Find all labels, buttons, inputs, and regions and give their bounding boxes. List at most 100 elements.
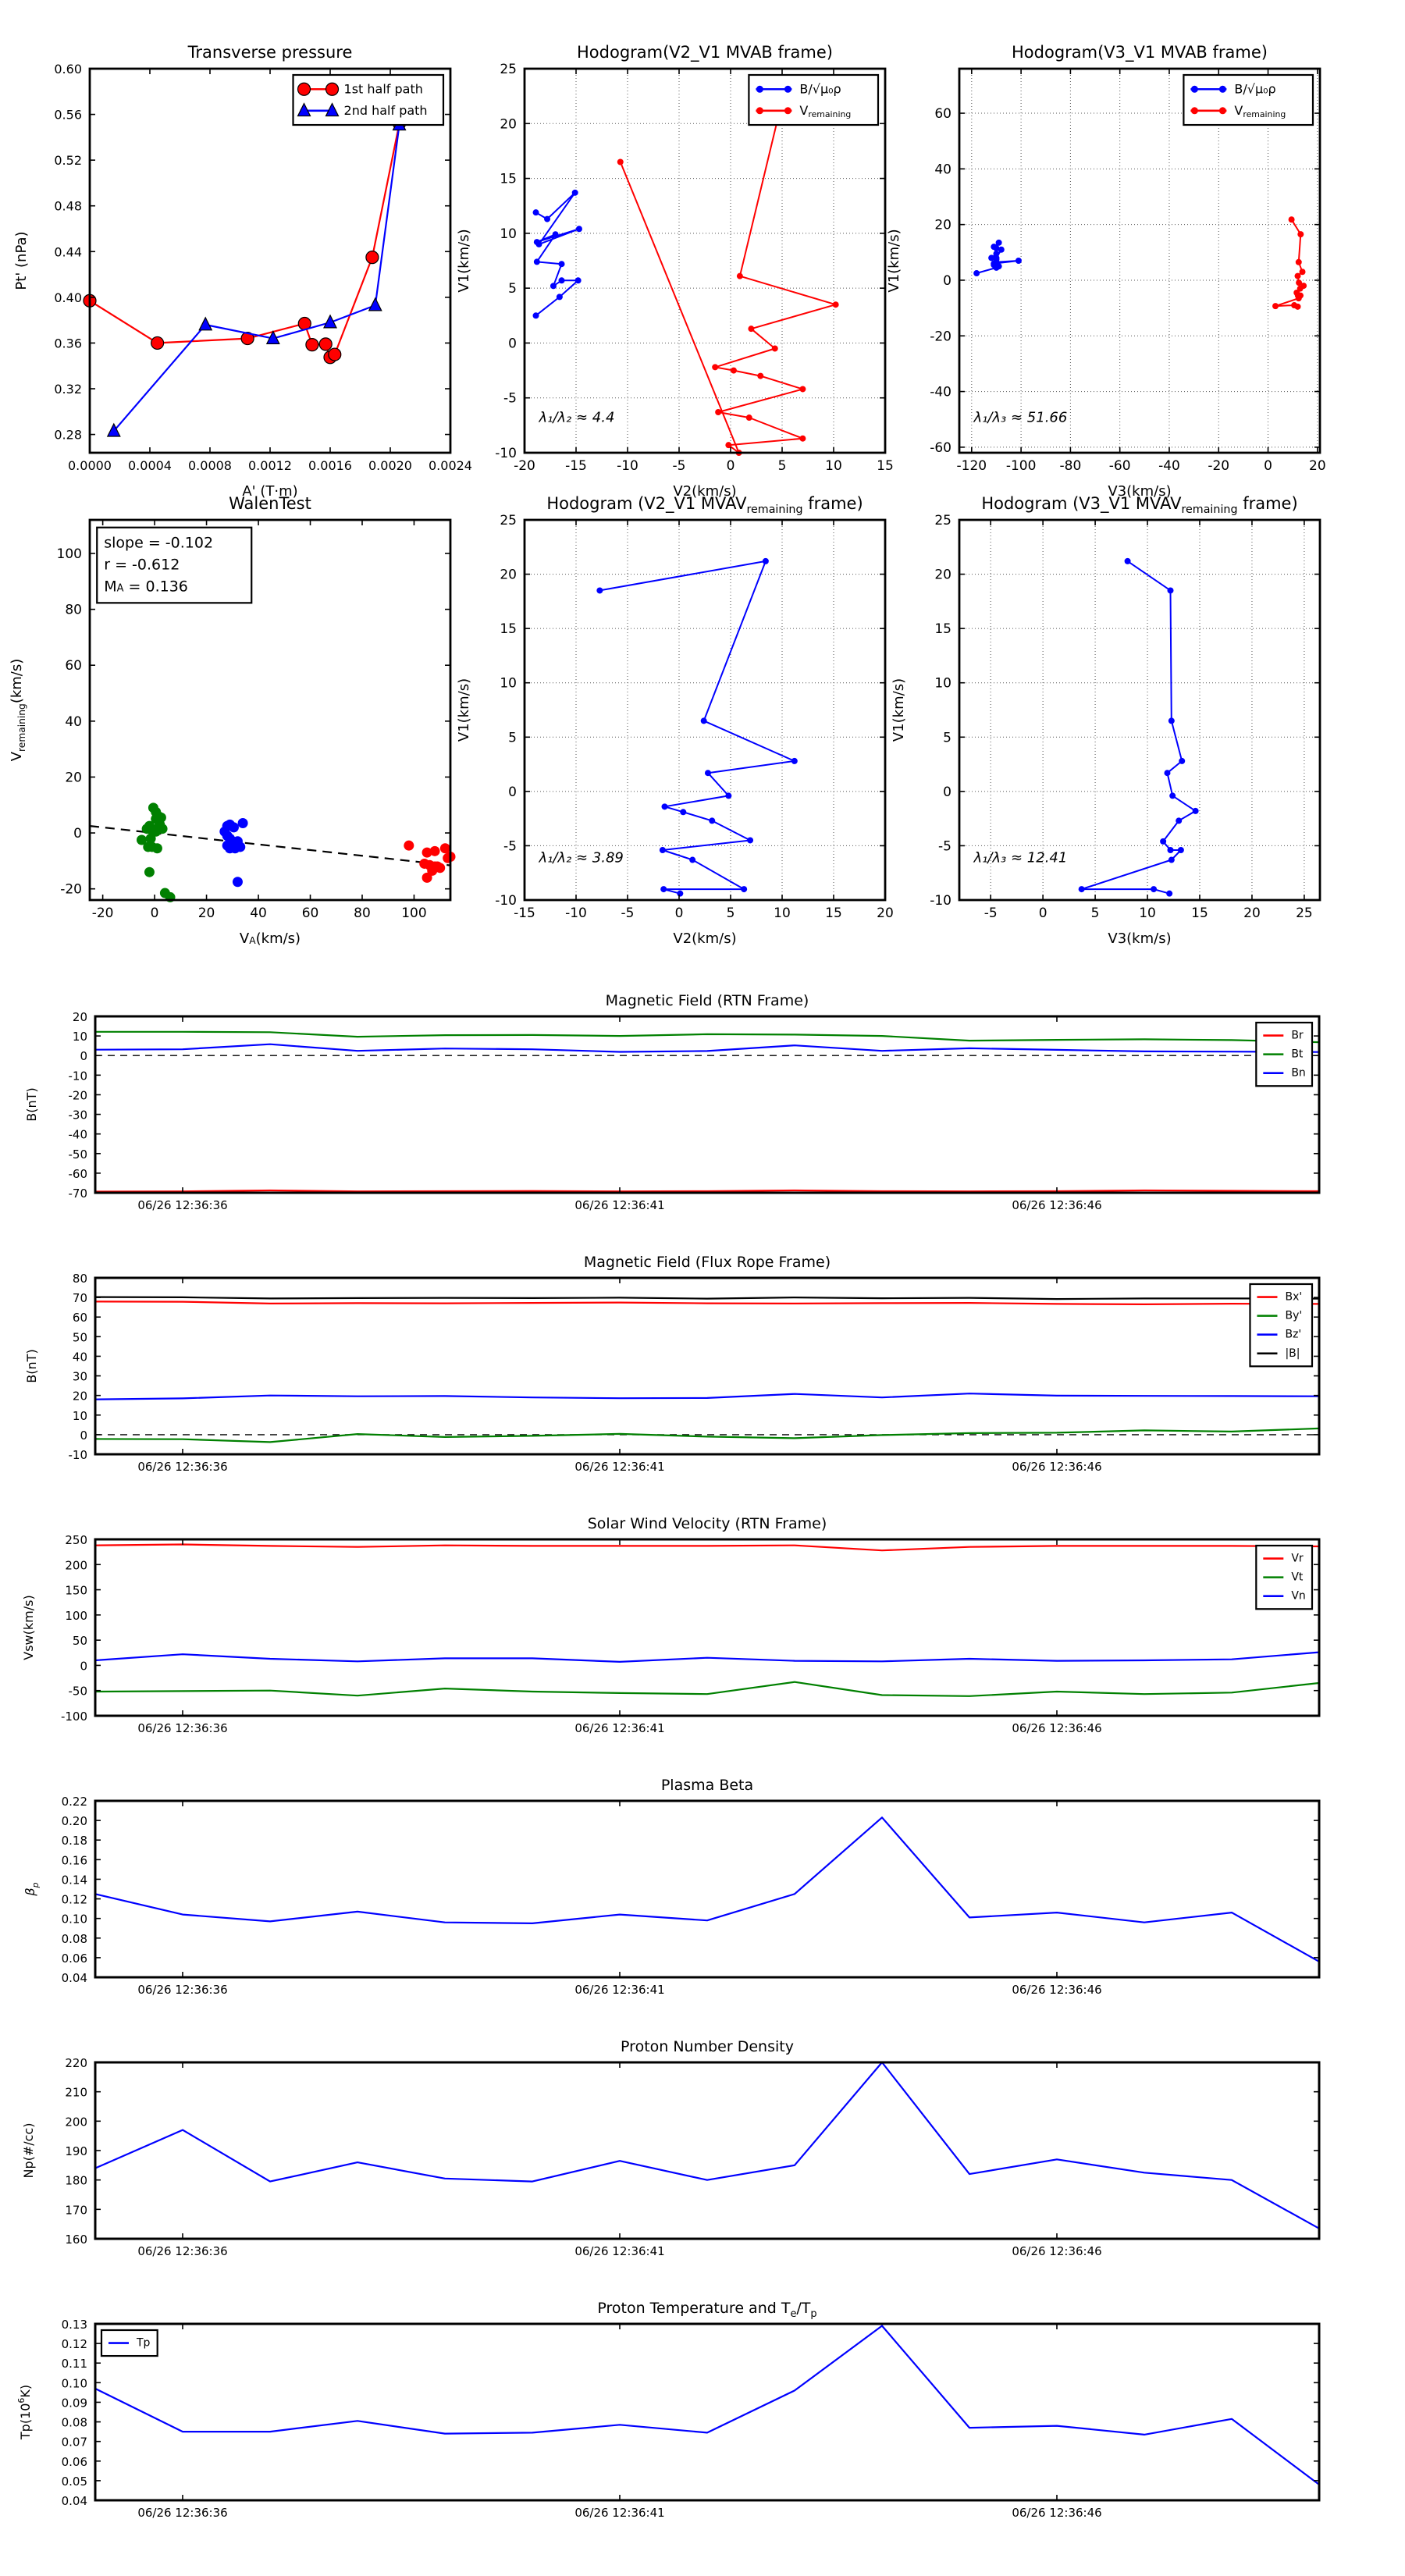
svg-text:Magnetic Field (Flux Rope Fram: Magnetic Field (Flux Rope Frame) (584, 1254, 831, 1271)
svg-text:-15: -15 (565, 458, 587, 474)
svg-text:5: 5 (778, 458, 787, 474)
svg-text:-10: -10 (930, 893, 951, 909)
svg-text:-60: -60 (69, 1166, 88, 1180)
svg-text:15: 15 (500, 621, 517, 637)
chart-hodogram-v2-v1-mvab: -20 -15 -10 -5 0 5 10 15 -10 -5 0 5 10 15 20 25 Hodogram… (456, 43, 894, 500)
svg-text:20: 20 (198, 906, 215, 921)
svg-text:10: 10 (774, 906, 791, 921)
svg-text:-5: -5 (938, 838, 951, 854)
svg-text:λ₁/λ₃ ≈ 51.66: λ₁/λ₃ ≈ 51.66 (973, 410, 1067, 426)
svg-text:0.52: 0.52 (54, 153, 82, 168)
svg-text:0.16: 0.16 (62, 1853, 87, 1867)
svg-text:80: 80 (65, 603, 82, 618)
svg-text:20: 20 (500, 116, 517, 132)
svg-text:20: 20 (934, 218, 951, 233)
svg-text:0.44: 0.44 (54, 244, 82, 259)
svg-text:-40: -40 (930, 385, 951, 400)
svg-text:0.12: 0.12 (62, 1892, 87, 1906)
svg-text:06/26 12:36:46: 06/26 12:36:46 (1012, 1983, 1101, 1997)
svg-text:0: 0 (80, 1428, 87, 1442)
svg-text:20: 20 (877, 906, 894, 921)
svg-text:25: 25 (500, 62, 517, 77)
svg-text:Proton Number Density: Proton Number Density (621, 2038, 794, 2055)
svg-text:-10: -10 (69, 1448, 88, 1462)
svg-text:0.0000: 0.0000 (68, 458, 112, 473)
svg-text:-10: -10 (495, 893, 517, 909)
svg-text:0: 0 (943, 273, 951, 289)
svg-text:30: 30 (73, 1369, 87, 1383)
svg-text:0.0008: 0.0008 (188, 458, 232, 473)
svg-text:06/26 12:36:41: 06/26 12:36:41 (574, 2506, 664, 2520)
svg-text:-5: -5 (503, 391, 517, 407)
svg-text:15: 15 (825, 906, 842, 921)
svg-text:Hodogram(V2_V1 MVAB frame): Hodogram(V2_V1 MVAB frame) (577, 43, 833, 62)
svg-text:Tp: Tp (136, 2337, 151, 2350)
svg-text:0: 0 (727, 458, 735, 474)
svg-text:0: 0 (675, 906, 684, 921)
svg-text:5: 5 (943, 730, 951, 745)
svg-text:V1(km/s): V1(km/s) (456, 678, 472, 742)
svg-text:0.28: 0.28 (54, 427, 82, 442)
svg-text:Solar Wind Velocity (RTN Frame: Solar Wind Velocity (RTN Frame) (588, 1515, 827, 1532)
svg-text:200: 200 (65, 1558, 87, 1572)
svg-text:0.11: 0.11 (62, 2357, 87, 2371)
chart-plasma-beta: 06/26 12:36:36 06/26 12:36:41 06/26 12:36:… (23, 1777, 1321, 1997)
svg-text:Transverse pressure: Transverse pressure (187, 43, 353, 62)
svg-text:0: 0 (80, 1659, 87, 1673)
svg-text:V1(km/s): V1(km/s) (891, 678, 907, 742)
svg-text:A' (T·m): A' (T·m) (242, 483, 297, 500)
svg-text:10: 10 (500, 676, 517, 692)
svg-text:180: 180 (65, 2173, 87, 2187)
svg-text:-15: -15 (514, 906, 535, 921)
svg-text:5: 5 (1091, 906, 1100, 921)
svg-text:B(nT): B(nT) (24, 1087, 39, 1121)
svg-text:100: 100 (57, 546, 82, 562)
svg-text:70: 70 (73, 1291, 87, 1305)
svg-text:06/26 12:36:41: 06/26 12:36:41 (574, 1983, 664, 1997)
svg-text:-5: -5 (503, 838, 517, 854)
svg-text:Vt: Vt (1291, 1571, 1304, 1584)
svg-text:Hodogram(V3_V1 MVAB frame): Hodogram(V3_V1 MVAB frame) (1012, 43, 1268, 62)
svg-text:Br: Br (1291, 1030, 1304, 1042)
svg-text:Tp(106K): Tp(106K) (16, 2385, 33, 2440)
svg-text:150: 150 (65, 1583, 87, 1597)
svg-text:V1(km/s): V1(km/s) (456, 229, 472, 292)
svg-text:06/26 12:36:46: 06/26 12:36:46 (1012, 2244, 1101, 2258)
svg-text:0: 0 (508, 336, 517, 351)
svg-text:-20: -20 (92, 906, 114, 921)
svg-text:0.14: 0.14 (62, 1873, 87, 1887)
svg-text:Vr: Vr (1291, 1553, 1304, 1565)
chart-hodogram-v3-v1-mvav: -5 0 5 10 15 20 25 -10 -5 0 5 10 15 20 25 Hodogram (V3_… (891, 494, 1321, 947)
svg-text:0.36: 0.36 (54, 336, 82, 350)
svg-text:0.07: 0.07 (62, 2435, 87, 2449)
svg-text:25: 25 (1296, 906, 1313, 921)
svg-text:20: 20 (934, 568, 951, 583)
svg-text:06/26 12:36:36: 06/26 12:36:36 (137, 1721, 227, 1735)
svg-text:λ₁/λ₃ ≈ 12.41: λ₁/λ₃ ≈ 12.41 (973, 849, 1067, 866)
svg-text:0.10: 0.10 (62, 1912, 87, 1926)
svg-text:WalenTest: WalenTest (229, 494, 311, 513)
svg-text:0: 0 (943, 785, 951, 800)
svg-text:0.13: 0.13 (62, 2318, 87, 2332)
svg-text:V2(km/s): V2(km/s) (673, 483, 736, 500)
chart-b-rtn: 06/26 12:36:36 06/26 12:36:41 06/26 12:36:… (24, 992, 1321, 1212)
svg-text:-10: -10 (495, 446, 517, 461)
svg-text:-20: -20 (514, 458, 535, 474)
svg-text:B(nT): B(nT) (24, 1349, 39, 1382)
svg-text:40: 40 (250, 906, 267, 921)
svg-text:-60: -60 (1109, 458, 1131, 474)
svg-text:0.22: 0.22 (62, 1795, 87, 1809)
svg-text:-20: -20 (1208, 458, 1229, 474)
svg-text:0.60: 0.60 (54, 62, 82, 76)
svg-text:40: 40 (73, 1350, 87, 1364)
svg-text:0.12: 0.12 (62, 2337, 87, 2351)
svg-text:06/26 12:36:36: 06/26 12:36:36 (137, 1460, 227, 1474)
svg-text:0.32: 0.32 (54, 382, 82, 397)
svg-text:Vremaining(km/s): Vremaining(km/s) (9, 659, 27, 762)
svg-text:Vremaining: Vremaining (799, 102, 851, 119)
svg-text:-5: -5 (984, 906, 998, 921)
svg-text:2nd half path: 2nd half path (344, 102, 428, 117)
svg-text:0.05: 0.05 (62, 2474, 87, 2488)
svg-text:Vn: Vn (1291, 1590, 1305, 1603)
svg-text:0.04: 0.04 (62, 1971, 87, 1985)
